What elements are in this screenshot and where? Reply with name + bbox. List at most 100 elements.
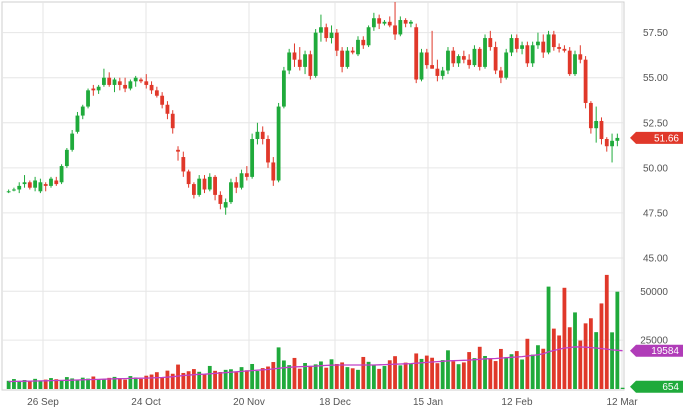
candle-body [361,39,366,46]
volume-bar [409,363,413,389]
candle-body [551,34,556,48]
candle-body [43,184,48,186]
candle [477,47,482,71]
candle [170,110,175,134]
volume-bar [186,371,191,389]
volume-ma-tag-bg [630,344,683,357]
volume-ma-line [8,346,623,383]
candle-body [165,104,170,114]
volume-bar [345,367,350,389]
candle [102,68,106,87]
candle-body [345,50,350,67]
volume-bar [493,361,498,389]
candle-body [154,90,159,96]
candle [234,176,239,194]
volume-bar [313,364,318,389]
candle [446,47,450,75]
volume-bar [123,379,128,389]
candle-body [419,52,424,80]
candle-body [403,20,408,24]
candle [546,30,551,55]
candle-body [514,38,519,49]
volume-bar [160,377,165,389]
candle [22,175,27,188]
candle-body [350,50,355,53]
volume-bar [38,380,43,389]
volume-bar [567,327,572,389]
candle [181,151,186,177]
candle-body [91,88,96,91]
candle [239,169,244,190]
volume-bar [144,375,149,389]
volume-bar [202,374,207,389]
candle [588,101,593,134]
candle-body [202,178,207,190]
candle [451,47,456,67]
candle-body [435,68,440,76]
volume-bar [266,366,270,389]
candle [409,20,413,28]
candle-body [107,77,112,85]
candle-body [493,47,498,71]
volume-bar [620,387,625,389]
candle [377,14,382,30]
candle [319,14,323,42]
candle [430,30,435,69]
axes: 57.50 55.00 52.50 50.00 47.50 45.00 50000 25000… [27,28,668,408]
candle-body [324,27,329,39]
volume-bar [371,364,376,389]
candle-body [102,77,106,85]
candle-body [176,149,180,152]
volume-bar [17,381,22,389]
candle-body [461,56,466,60]
volume-bar [498,348,503,389]
candle-body [578,54,583,60]
candle [424,48,429,69]
candle [17,182,22,194]
volume-bar [229,369,233,389]
candle [213,175,217,201]
candle-body [244,173,249,177]
candle-body [303,54,307,67]
candle [271,157,276,186]
candle [541,34,546,58]
volume-bar [102,379,106,389]
candle-body [191,184,196,195]
candle [250,133,255,179]
candle [419,48,424,82]
candle-body [22,182,27,185]
candle [139,77,143,84]
candle [488,30,493,51]
candle [504,48,509,80]
volume-bar [107,377,112,389]
candle [112,77,117,93]
candle-body [409,21,413,24]
candle-body [610,140,614,147]
volume-bar [615,291,620,389]
candle [610,133,614,163]
volume-bar [64,377,69,389]
candle-body [451,50,456,64]
candle-body [213,176,217,195]
last-volume-tag: 654 [630,380,683,393]
candle-body [276,106,281,181]
candle-body [334,32,339,51]
volume-bar [86,378,90,389]
volume-bar [610,332,614,389]
volume-bar [509,354,514,389]
candle-body [319,27,323,33]
volume-bar [33,378,38,389]
candle [303,50,307,75]
volume-bar [461,362,466,389]
candle-body [583,59,588,103]
volume-bar [393,356,397,389]
volume-bar [197,371,202,389]
volume-bar [91,376,96,389]
candle-body [377,18,382,24]
candle-body [393,25,397,35]
candle [117,77,122,91]
volume-bar [239,367,244,389]
last-price-tag: 51.66 [630,131,683,144]
volume-bar [139,378,143,389]
